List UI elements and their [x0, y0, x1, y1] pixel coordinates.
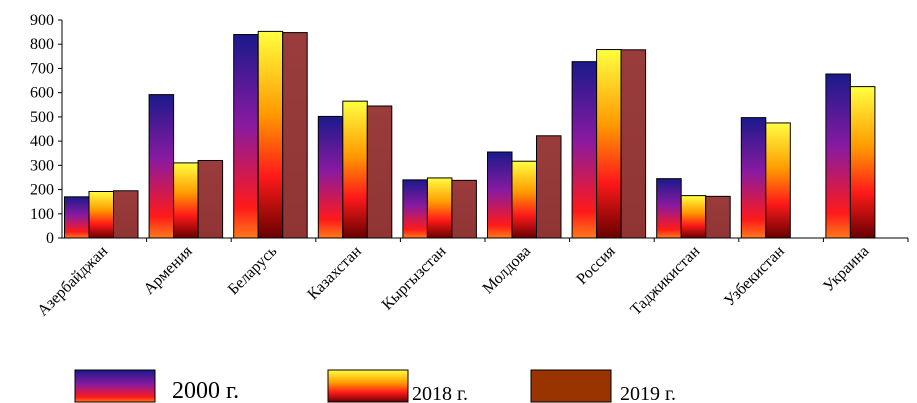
bar-2019	[282, 32, 308, 239]
bar-2000	[233, 34, 259, 239]
bar-2018	[257, 30, 284, 239]
legend-label-2000: 2000 г.	[172, 378, 239, 403]
bar-2018	[173, 162, 199, 239]
y-tick-label: 0	[46, 230, 54, 247]
x-category-label: Россия	[573, 242, 619, 288]
legend-swatch-2019	[530, 369, 612, 403]
legend-label-2019: 2019 г.	[620, 383, 676, 403]
legend-swatch-2000	[74, 369, 156, 403]
x-category-label: Молдова	[480, 243, 535, 298]
bar-2000	[825, 73, 851, 239]
x-category-label: Таджикистан	[627, 243, 703, 319]
bar-2019	[620, 49, 647, 239]
legend: 2000 г. 2018 г. 2019 г.	[74, 369, 676, 403]
legend-swatch-2018	[327, 369, 409, 403]
x-category-label: Узбекистан	[721, 242, 788, 309]
bar-2018	[511, 160, 537, 239]
y-tick-label: 300	[30, 157, 54, 174]
bar-2018	[680, 195, 707, 239]
y-tick-label: 700	[30, 60, 54, 77]
y-axis-tick-labels: 0 100 200 300 400 500 600 700 800 900	[30, 12, 62, 247]
bar-2018	[342, 100, 368, 239]
bar-2000	[317, 115, 344, 239]
bar-2019	[113, 190, 139, 239]
y-tick-label: 100	[30, 206, 54, 223]
bar-2018	[88, 190, 114, 239]
bar-2000	[402, 179, 428, 239]
bar-2019	[536, 135, 562, 239]
y-tick-label: 500	[30, 109, 54, 126]
y-tick-label: 400	[30, 133, 54, 150]
y-tick-label: 600	[30, 85, 54, 102]
x-category-label: Беларусь	[225, 243, 281, 299]
bar-2018	[849, 86, 876, 239]
x-category-label: Азербайджан	[34, 242, 111, 319]
bar-2019	[197, 159, 224, 239]
bars-group	[64, 30, 909, 242]
bar-2018	[426, 177, 453, 239]
bar-2019	[366, 105, 393, 239]
x-category-label: Украина	[820, 243, 872, 295]
x-axis-category-labels: Азербайджан Армения Беларусь Казахстан Кыргы…	[34, 242, 872, 319]
x-category-label: Армения	[141, 242, 197, 298]
bar-2000	[656, 178, 682, 239]
bar-2000	[487, 151, 513, 239]
y-tick-label: 200	[30, 182, 54, 199]
bar-2000	[148, 94, 175, 239]
bar-2000	[64, 196, 90, 239]
bar-2000	[740, 117, 767, 239]
bar-2018	[596, 49, 622, 239]
legend-label-2018: 2018 г.	[412, 383, 468, 403]
bar-2019	[451, 179, 477, 239]
x-category-label: Кыргызстан	[379, 243, 450, 314]
axes	[61, 20, 908, 239]
bar-2019	[705, 195, 731, 239]
y-tick-label: 900	[30, 12, 54, 29]
bar-2000	[571, 61, 598, 239]
bar-2018	[765, 122, 791, 239]
x-category-label: Казахстан	[304, 243, 365, 304]
y-tick-label: 800	[30, 36, 54, 53]
